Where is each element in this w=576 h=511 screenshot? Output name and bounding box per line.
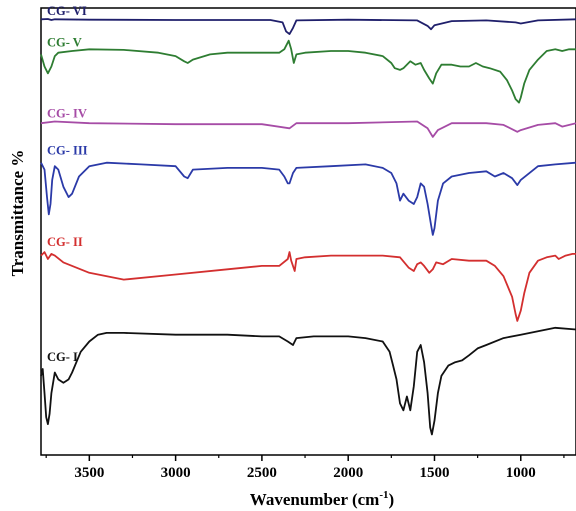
series-label-5: CG- II: [47, 235, 83, 249]
series-label-2: CG- V: [47, 36, 82, 50]
series-label-6: CG- I: [47, 350, 78, 364]
x-axis-label: Wavenumber (cm-1): [250, 489, 394, 509]
x-tick-label-2500: 2500: [247, 465, 277, 481]
series-label-4: CG- III: [47, 144, 88, 158]
series-line-1: [40, 18, 576, 35]
series-label-3: CG- IV: [47, 107, 87, 121]
series-label-layer: CG- VI CG- V CG- IV CG- III CG- II CG- I: [47, 4, 88, 364]
series-line-3: [40, 120, 576, 138]
x-tick-label-3500: 3500: [74, 465, 104, 481]
x-tick-label-3000: 3000: [161, 465, 191, 481]
series-layer: [40, 18, 576, 436]
plot-frame: [40, 7, 576, 456]
x-tick-label-1000: 1000: [506, 465, 536, 481]
series-line-2: [40, 39, 576, 104]
x-tick-layer: 3500 3000 2500 2000 1500 1000: [45, 455, 565, 481]
y-axis-label: Transmittance %: [8, 150, 27, 277]
x-axis-label-close: ): [389, 490, 395, 509]
series-label-1: CG- VI: [47, 4, 87, 18]
x-axis-label-superscript: -1: [379, 489, 388, 501]
series-line-6: [40, 326, 576, 436]
series-line-5: [40, 251, 576, 322]
series-line-4: [40, 161, 576, 236]
x-axis-label-main: Wavenumber (cm: [250, 490, 380, 509]
x-tick-label-2000: 2000: [333, 465, 363, 481]
x-tick-label-1500: 1500: [419, 465, 449, 481]
